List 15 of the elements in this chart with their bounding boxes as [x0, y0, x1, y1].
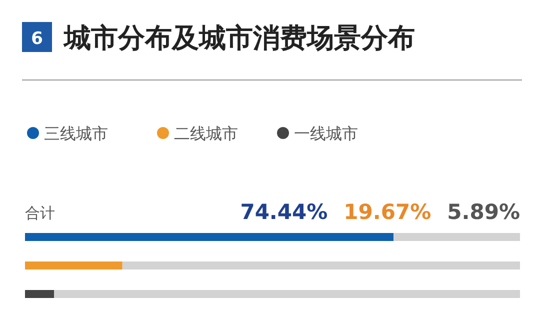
annotation: 74.44%: [240, 200, 328, 224]
bar: [54, 290, 520, 298]
bar: [122, 262, 520, 270]
legend-label: 二线城市: [174, 124, 238, 143]
bar: [25, 262, 122, 270]
legend-label: 一线城市: [294, 124, 358, 143]
text: 6: [31, 29, 43, 49]
bar: [393, 233, 520, 241]
legend-label: 三线城市: [44, 124, 108, 143]
annotation: 5.89%: [447, 200, 520, 224]
bar: [25, 290, 54, 298]
bar: [25, 233, 394, 241]
chart-title: 城市分布及城市消费场景分布: [63, 23, 415, 54]
text: 合计: [25, 204, 55, 222]
annotation: 19.67%: [344, 200, 432, 224]
